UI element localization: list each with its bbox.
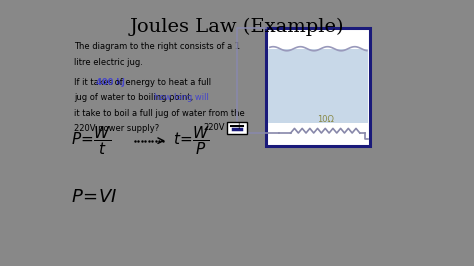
Text: $t\!=\!\dfrac{W}{P}$: $t\!=\!\dfrac{W}{P}$ <box>173 124 210 157</box>
Text: 400 kJ: 400 kJ <box>96 78 125 87</box>
Text: If it takes: If it takes <box>74 78 116 87</box>
Text: it take to boil a full jug of water from the: it take to boil a full jug of water from… <box>74 109 245 118</box>
Text: Joules Law (Example): Joules Law (Example) <box>130 18 344 36</box>
Text: $P\!=\!\dfrac{W}{t}$: $P\!=\!\dfrac{W}{t}$ <box>71 124 111 157</box>
Text: jug of water to boiling point,: jug of water to boiling point, <box>74 93 196 102</box>
Text: +: + <box>236 122 242 131</box>
Bar <box>266 28 370 146</box>
Text: of energy to heat a full: of energy to heat a full <box>112 78 211 87</box>
Text: $P\!=\!VI$: $P\!=\!VI$ <box>71 188 117 206</box>
Text: how long will: how long will <box>154 93 209 102</box>
Text: 220V power supply?: 220V power supply? <box>74 124 160 133</box>
Text: litre electric jug.: litre electric jug. <box>74 58 143 67</box>
Bar <box>268 49 368 123</box>
Text: 220V: 220V <box>203 123 225 132</box>
Bar <box>228 122 246 134</box>
Text: The diagram to the right consists of a 1: The diagram to the right consists of a 1 <box>74 42 240 51</box>
Text: 10Ω: 10Ω <box>317 115 334 124</box>
